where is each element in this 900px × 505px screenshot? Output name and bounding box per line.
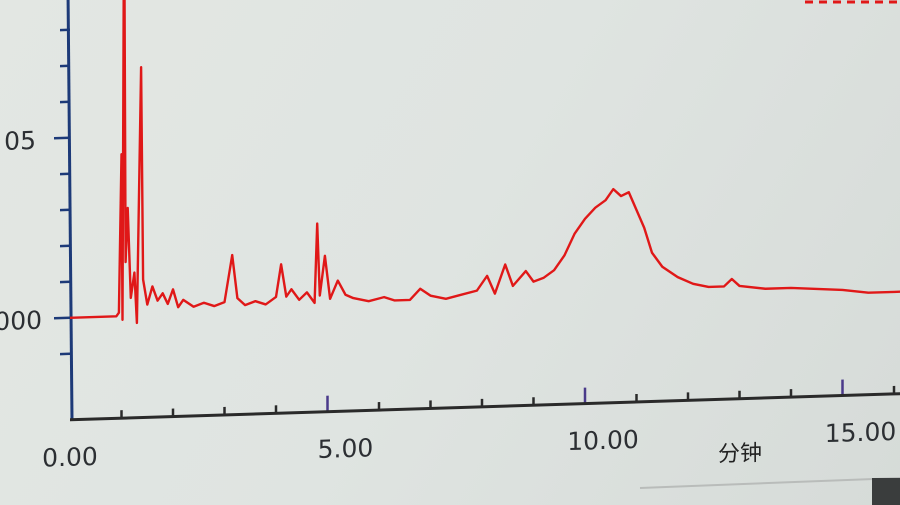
x-tick-label-0: 0.00 xyxy=(42,442,98,473)
window-corner xyxy=(872,478,900,505)
y-axis xyxy=(66,0,74,420)
window-frame-line xyxy=(639,477,900,489)
y-tick-label-05: 05 xyxy=(4,126,36,156)
y-tick xyxy=(54,136,70,140)
x-axis xyxy=(70,391,900,422)
x-tick-label-10: 10.00 xyxy=(567,425,639,456)
chromatogram-trace xyxy=(70,0,900,325)
y-tick xyxy=(54,316,70,320)
x-tick-label-15: 15.00 xyxy=(825,417,897,448)
x-axis-title: 分钟 xyxy=(718,441,762,467)
x-tick-label-5: 5.00 xyxy=(318,433,374,464)
plot-area: 000 05 0.00 5.00 10.00 15.00 分钟 xyxy=(0,0,900,473)
y-tick-label-000: 000 xyxy=(0,306,42,336)
